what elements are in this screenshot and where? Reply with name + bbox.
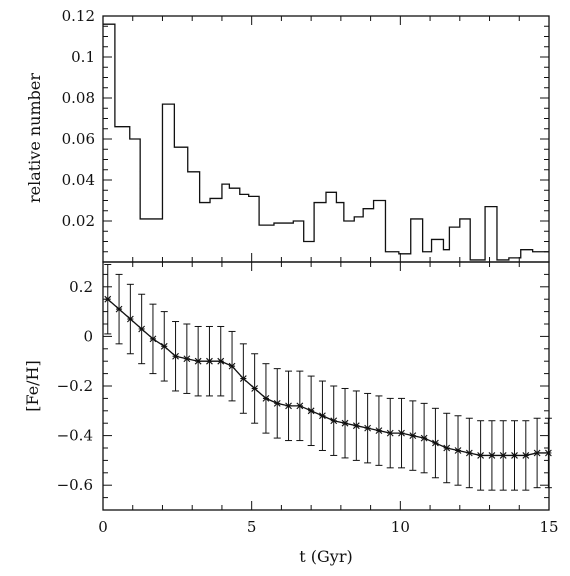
data-point	[239, 375, 247, 382]
metallicity-y-tick-label: 0	[83, 327, 93, 345]
metallicity-series-line	[107, 298, 549, 457]
data-point	[398, 429, 405, 437]
metallicity-y-tick-label: 0.2	[69, 278, 93, 296]
data-point	[172, 352, 179, 360]
data-point	[432, 439, 439, 447]
histogram-y-tick-label: 0.02	[62, 212, 95, 230]
data-point	[545, 449, 552, 457]
histogram-ticks	[102, 15, 550, 263]
metallicity-panel: −0.6 −0.4 −0.2 0 0.2 0 5 10 15 [Fe/H] t (Gyr)	[23, 261, 559, 566]
data-point	[477, 452, 485, 459]
histogram-ylabel: relative number	[25, 73, 44, 203]
data-point	[533, 449, 541, 457]
data-point	[228, 362, 236, 370]
data-point	[262, 395, 270, 402]
histogram-y-tick-label: 0.04	[62, 171, 95, 189]
data-point	[420, 434, 428, 442]
data-point	[352, 422, 360, 430]
data-point	[296, 402, 304, 410]
data-point	[465, 449, 473, 457]
histogram-y-tick-label: 0.06	[62, 130, 95, 148]
data-point	[217, 357, 225, 365]
data-point	[330, 417, 338, 425]
metallicity-xlabel: t (Gyr)	[299, 547, 352, 566]
data-point	[115, 305, 123, 313]
metallicity-x-tick-label: 15	[539, 518, 558, 536]
histogram-y-tick-label: 0.12	[62, 7, 95, 25]
data-point	[488, 452, 496, 459]
data-point	[194, 357, 202, 365]
data-point	[341, 419, 349, 427]
data-point	[443, 444, 451, 452]
data-point	[522, 452, 530, 459]
metallicity-y-tick-label: −0.2	[57, 377, 93, 395]
histogram-series	[103, 23, 549, 261]
metallicity-ylabel: [Fe/H]	[23, 360, 42, 412]
data-point	[499, 452, 507, 459]
data-point	[149, 335, 157, 343]
metallicity-frame	[102, 261, 550, 511]
data-point	[138, 325, 146, 333]
data-point	[104, 295, 112, 303]
metallicity-points	[104, 295, 552, 459]
metallicity-x-tick-label: 10	[391, 518, 410, 536]
data-point	[511, 452, 518, 459]
data-point	[319, 412, 326, 420]
metallicity-ticks	[102, 261, 550, 511]
metallicity-tick-labels: −0.6 −0.4 −0.2 0 0.2 0 5 10 15	[57, 278, 559, 536]
data-point	[285, 402, 292, 410]
histogram-panel: 0.02 0.04 0.06 0.08 0.1 0.12 relative number	[25, 7, 550, 263]
data-point	[206, 357, 213, 365]
histogram-frame	[102, 15, 550, 263]
data-point	[454, 447, 462, 454]
data-point	[409, 432, 417, 439]
histogram-y-tick-label: 0.1	[71, 48, 95, 66]
data-point	[160, 342, 168, 350]
histogram-y-tick-label: 0.08	[62, 89, 95, 107]
data-point	[183, 355, 191, 363]
metallicity-y-tick-label: −0.6	[57, 476, 93, 494]
data-point	[126, 315, 134, 323]
metallicity-x-tick-label: 5	[247, 518, 257, 536]
data-point	[386, 429, 394, 437]
data-point	[364, 424, 372, 432]
histogram-tick-labels: 0.02 0.04 0.06 0.08 0.1 0.12	[62, 7, 95, 230]
metallicity-x-tick-label: 0	[98, 518, 108, 536]
metallicity-error-bars	[104, 263, 552, 491]
data-point	[251, 385, 259, 392]
data-point	[307, 407, 315, 415]
data-point	[273, 399, 281, 407]
data-point	[375, 427, 383, 435]
metallicity-y-tick-label: −0.4	[57, 427, 93, 445]
